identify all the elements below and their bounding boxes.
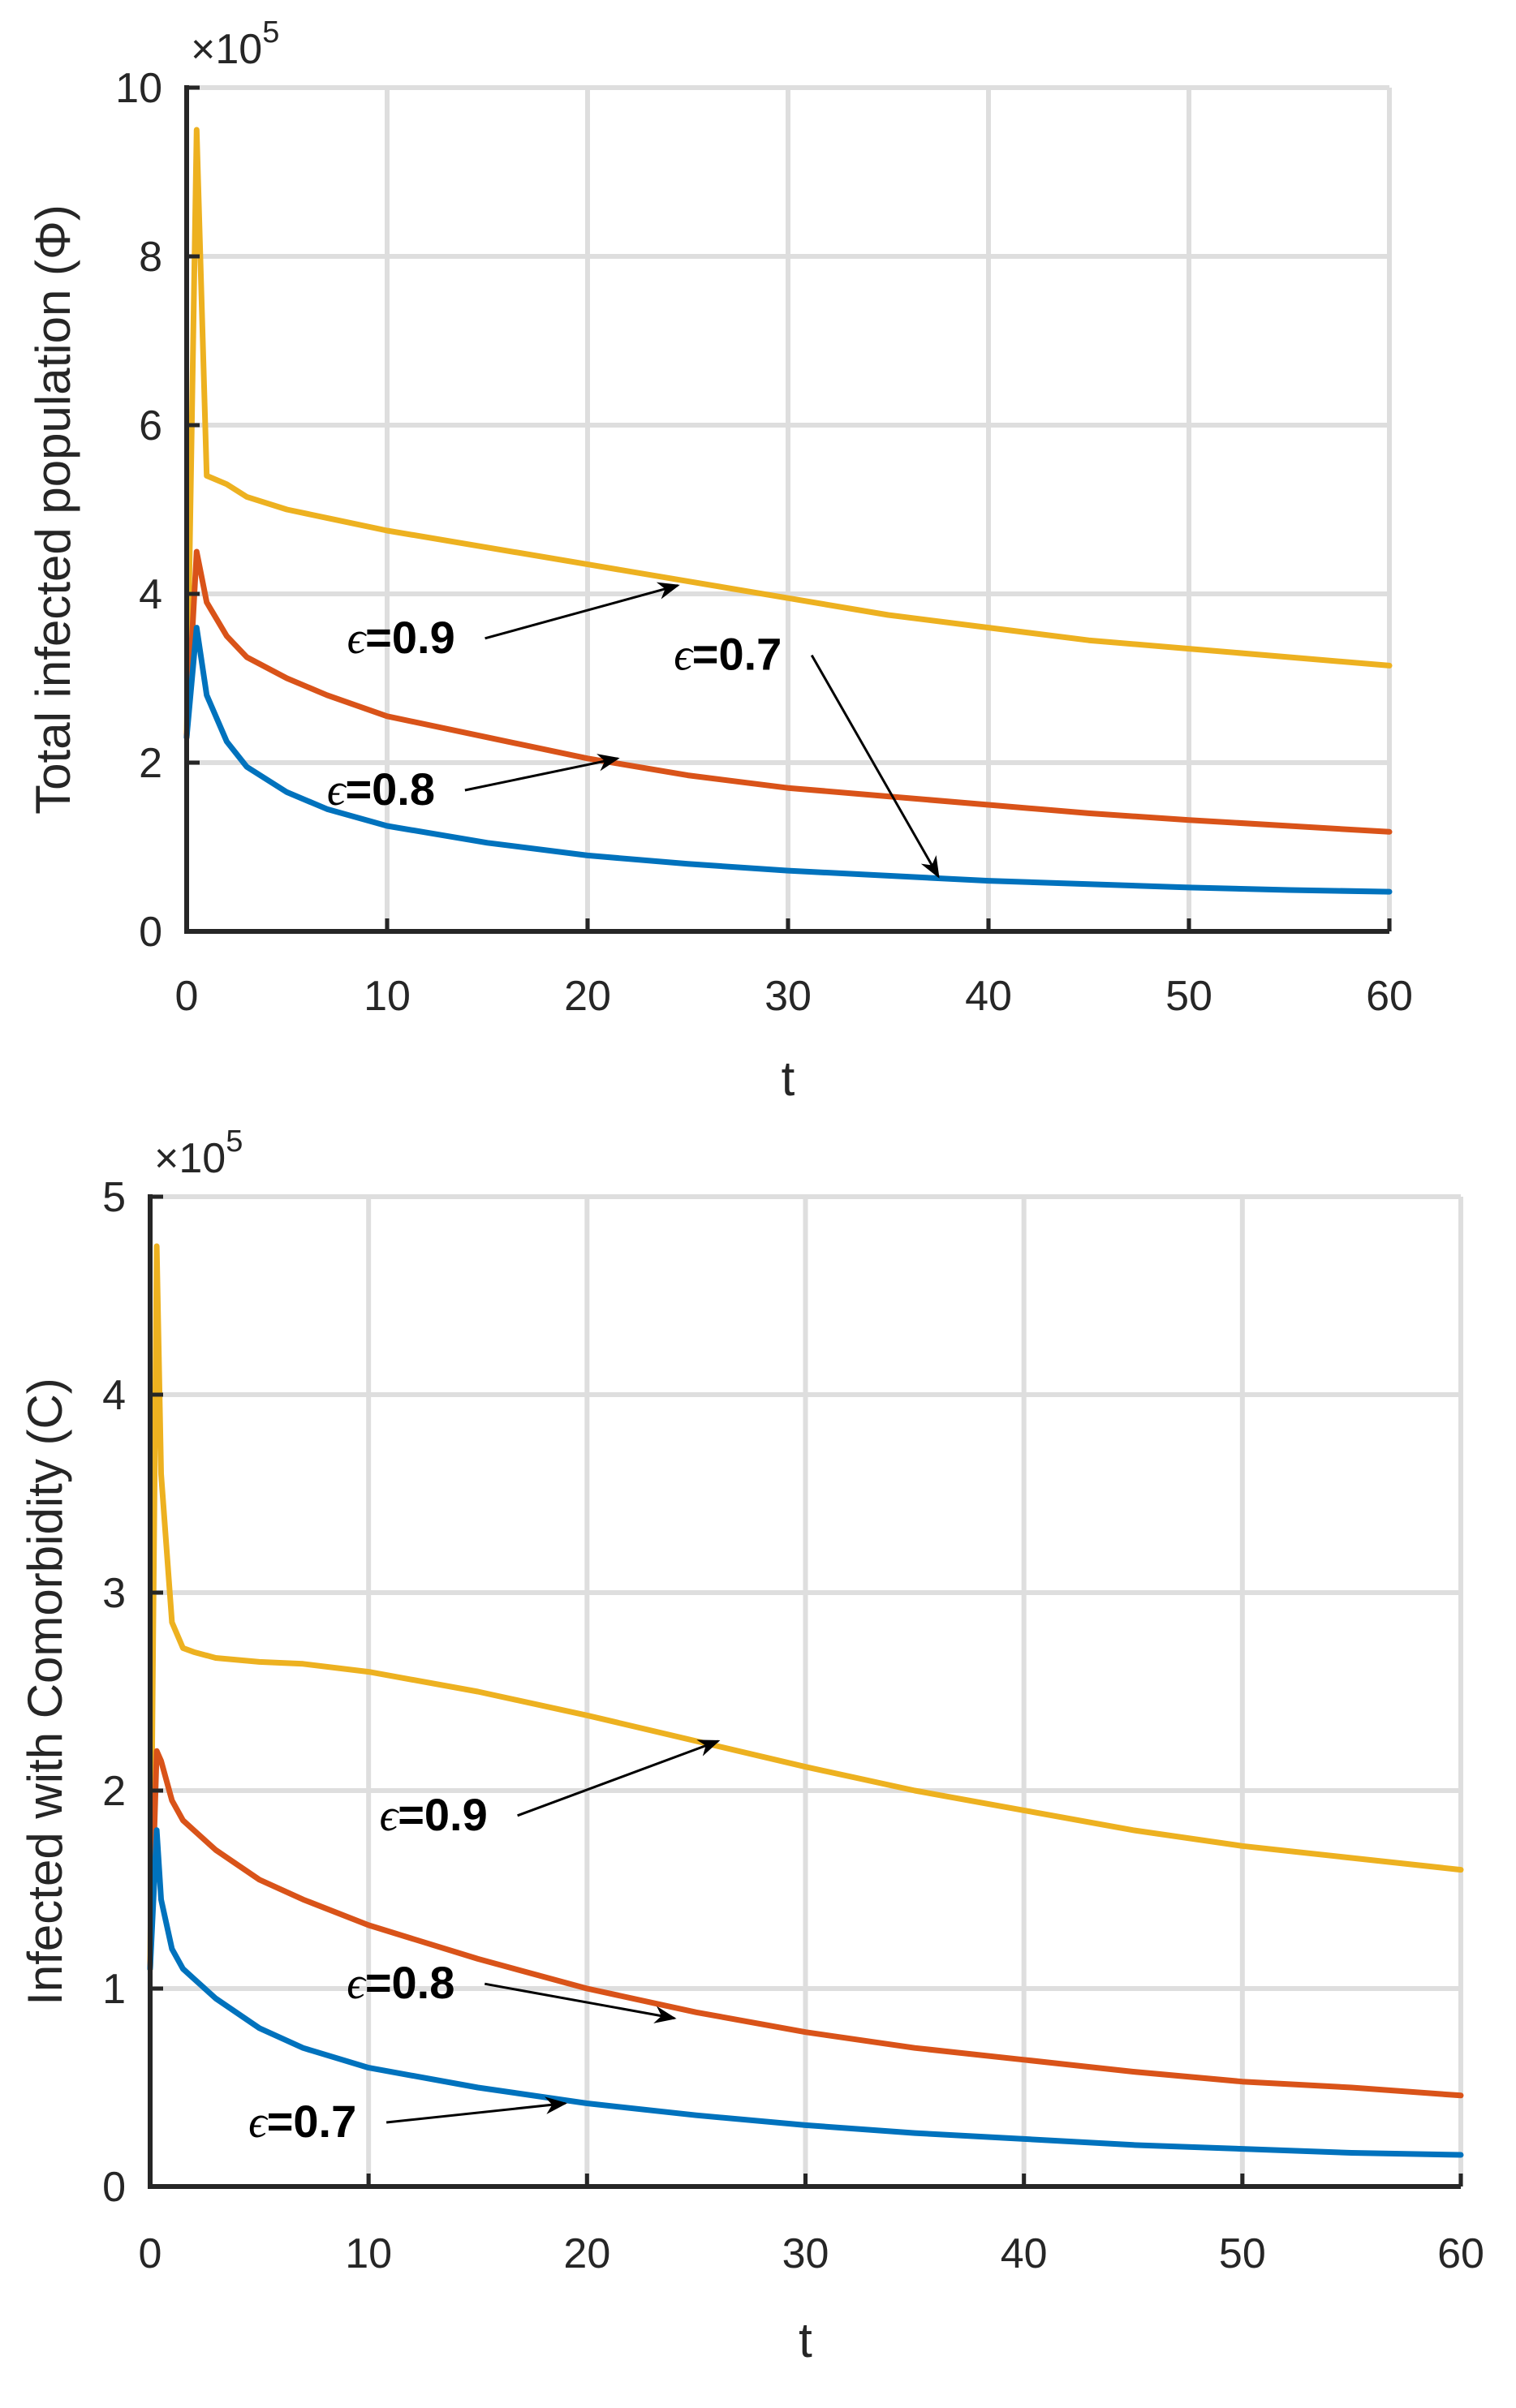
y-tick-label: 1 [102, 1966, 126, 2013]
annotation-label: ϵ=0.9 [380, 1789, 488, 1841]
annotation-arrow [485, 582, 680, 640]
x-tick-label: 0 [175, 973, 199, 1020]
axis-multiplier: ×105 [191, 15, 279, 73]
x-tick-label: 30 [782, 2230, 829, 2277]
y-tick-label: 4 [102, 1372, 126, 1419]
x-tick-label: 10 [364, 973, 411, 1020]
x-tick-label: 60 [1437, 2230, 1484, 2277]
series-line-1 [147, 1243, 1464, 1972]
y-tick-label: 6 [139, 402, 162, 449]
annotation-label: ϵ=0.8 [347, 1957, 454, 2009]
y-tick-label: 10 [115, 65, 162, 112]
x-tick-label: 40 [1001, 2230, 1048, 2277]
x-tick-label: 50 [1219, 2230, 1266, 2277]
series-line-2 [147, 1748, 1464, 2099]
series-line-3 [183, 625, 1393, 895]
annotation-label: ϵ=0.8 [327, 763, 435, 815]
y-tick-label: 2 [102, 1768, 126, 1815]
chart-panel-2: 0 10 20 30 40 50 60 0 1 2 3 4 5 ×105 t Infected with Co… [18, 1124, 1484, 2367]
x-axis-label: t [799, 2313, 812, 2367]
y-tick-label: 3 [102, 1570, 126, 1617]
y-axis-label: Infected with Comorbidity (C) [18, 1378, 72, 2006]
series-line-1 [183, 127, 1393, 741]
x-tick-label: 40 [965, 973, 1012, 1020]
series-line-2 [183, 548, 1393, 835]
y-tick-label: 2 [139, 740, 162, 787]
annotation-arrow [385, 2096, 568, 2124]
annotation-label: ϵ=0.7 [674, 629, 782, 681]
x-tick-label: 20 [563, 2230, 610, 2277]
series-line-3 [147, 1827, 1464, 2158]
y-tick-label: 0 [102, 2164, 126, 2211]
x-axis-label: t [782, 1051, 795, 1106]
x-tick-label: 0 [139, 2230, 162, 2277]
annotation-arrow [484, 1982, 677, 2023]
x-tick-label: 10 [345, 2230, 392, 2277]
axis-multiplier: ×105 [154, 1124, 243, 1182]
y-tick-label: 5 [102, 1174, 126, 1221]
annotation-arrow [517, 1739, 721, 1817]
x-tick-label: 50 [1165, 973, 1212, 1020]
annotation-arrow [810, 654, 940, 879]
x-tick-label: 30 [764, 973, 812, 1020]
x-tick-label: 20 [564, 973, 611, 1020]
y-axis-label: Total infected population (Φ) [26, 204, 80, 815]
y-tick-label: 4 [139, 571, 162, 618]
annotation-arrow [464, 754, 620, 792]
y-tick-label: 8 [139, 234, 162, 281]
y-tick-label: 0 [139, 909, 162, 956]
annotation-label: ϵ=0.9 [347, 612, 455, 664]
chart-panel-1: 0 10 20 30 40 50 60 0 2 4 6 8 10 ×105 t Total infected … [26, 15, 1413, 1106]
x-tick-label: 60 [1366, 973, 1413, 1020]
annotation-label: ϵ=0.7 [248, 2096, 356, 2148]
